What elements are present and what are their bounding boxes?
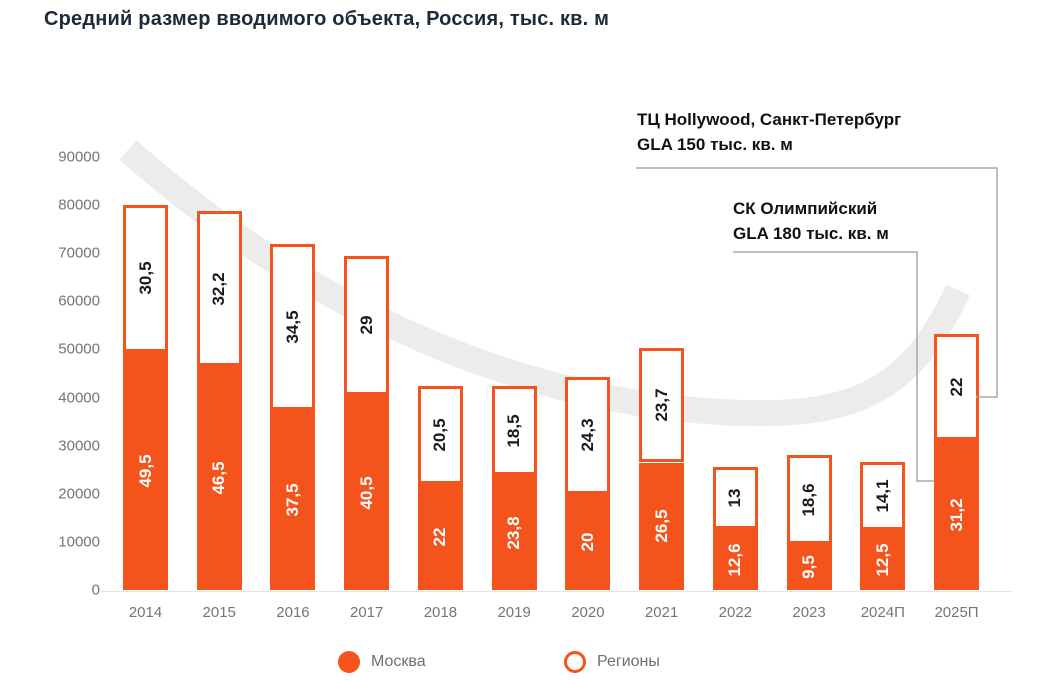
bar-regions-2023: 18,6 — [786, 454, 832, 545]
bar-moscow-2022: 12,6 — [712, 529, 758, 590]
bar-moscow-2024П: 12,5 — [860, 529, 906, 590]
bar-moscow-2019: 23,8 — [491, 475, 537, 590]
bar-regions-2021: 23,7 — [639, 348, 685, 463]
y-axis-label-40000: 40000 — [58, 389, 100, 407]
annotation-olimpiysky-line1: СК Олимпийский — [733, 199, 878, 218]
bar-regions-2024П: 14,1 — [860, 462, 906, 530]
bar-moscow-2021: 26,5 — [639, 462, 685, 590]
bar-moscow-2020: 20 — [565, 493, 611, 590]
y-axis-label-30000: 30000 — [58, 437, 100, 455]
bar-moscow-2016: 37,5 — [270, 409, 316, 590]
annotation-hollywood-line1: ТЦ Hollywood, Санкт-Петербург — [637, 110, 902, 129]
bar-regions-2018: 20,5 — [417, 385, 463, 485]
x-axis-label-2021: 2021 — [644, 604, 679, 621]
x-axis-label-2025П: 2025П — [934, 604, 979, 621]
y-axis-label-70000: 70000 — [58, 244, 100, 262]
y-axis-label-60000: 60000 — [58, 292, 100, 310]
legend-moscow-swatch-icon — [338, 651, 360, 673]
bar-moscow-2017: 40,5 — [344, 395, 390, 590]
y-axis-label-80000: 80000 — [58, 196, 100, 214]
bar-regions-2022: 13 — [712, 466, 758, 530]
bar-moscow-2018: 22 — [417, 484, 463, 590]
legend-regions-swatch-icon — [564, 651, 586, 673]
bar-moscow-2023: 9,5 — [786, 544, 832, 590]
chart-title: Средний размер вводимого объекта, Россия… — [44, 8, 610, 30]
bar-regions-2019: 18,5 — [491, 386, 537, 476]
bar-regions-2020: 24,3 — [565, 376, 611, 494]
x-axis-label-2016: 2016 — [276, 604, 310, 621]
bar-moscow-2015: 46,5 — [196, 366, 242, 590]
x-axis-label-2019: 2019 — [497, 604, 531, 621]
x-axis-label-2020: 2020 — [571, 604, 605, 621]
annotation-hollywood-line2: GLA 150 тыс. кв. м — [637, 135, 793, 154]
connector-olimpiysky — [733, 251, 934, 482]
connector-hollywood — [636, 167, 998, 398]
y-axis-label-10000: 10000 — [58, 533, 100, 551]
x-axis-line — [100, 591, 1012, 592]
y-axis-label-90000: 90000 — [58, 148, 100, 166]
bar-regions-2016: 34,5 — [270, 243, 316, 410]
bar-moscow-2025П: 31,2 — [934, 439, 980, 590]
x-axis-label-2018: 2018 — [423, 604, 458, 621]
y-axis-label-50000: 50000 — [58, 340, 100, 358]
x-axis-label-2023: 2023 — [792, 604, 826, 621]
y-axis-label-0: 0 — [91, 581, 100, 599]
bar-regions-2017: 29 — [344, 255, 390, 396]
bar-moscow-2014: 49,5 — [123, 351, 168, 590]
bar-regions-2014: 30,5 — [123, 205, 168, 352]
bar-regions-2025П: 22 — [934, 334, 980, 440]
annotation-olimpiysky-line2: GLA 180 тыс. кв. м — [733, 224, 889, 243]
x-axis-label-2017: 2017 — [350, 604, 384, 621]
annotation-olimpiysky: СК Олимпийский GLA 180 тыс. кв. м — [733, 196, 889, 246]
legend-item-regions: Регионы — [564, 651, 660, 673]
bar-regions-2015: 32,2 — [196, 211, 242, 367]
legend-moscow-label: Москва — [371, 653, 426, 670]
x-axis-label-2015: 2015 — [202, 604, 236, 621]
x-axis-label-2022: 2022 — [718, 604, 753, 621]
y-axis-label-20000: 20000 — [58, 485, 100, 503]
annotation-hollywood: ТЦ Hollywood, Санкт-Петербург GLA 150 ты… — [637, 107, 901, 157]
legend-regions-label: Регионы — [597, 653, 660, 670]
x-axis-label-2014: 2014 — [128, 604, 163, 621]
x-axis-label-2024П: 2024П — [860, 604, 905, 621]
legend-item-moscow: Москва — [338, 651, 426, 673]
